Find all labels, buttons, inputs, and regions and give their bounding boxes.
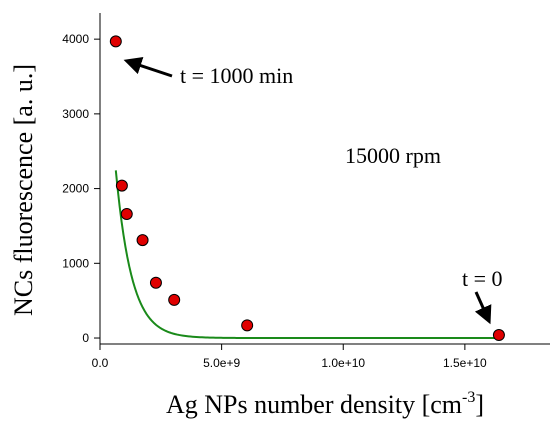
x-tick-label: 5.0e+9: [203, 356, 240, 370]
annotation-arrow-t-1000-min: [123, 57, 173, 78]
y-axis-title: NCs fluorescence [a. u.]: [9, 64, 38, 316]
annotation-rpm: 15000 rpm: [345, 143, 441, 168]
data-point: [149, 276, 162, 289]
y-tick-label: 0: [82, 331, 89, 345]
x-axis-title-superscript: -3: [462, 389, 475, 406]
y-tick-label: 2000: [62, 182, 89, 196]
data-points: [109, 35, 505, 342]
data-point: [109, 35, 122, 48]
y-tick-label: 3000: [62, 107, 89, 121]
x-axis-title: Ag NPs number density [cm-3]: [166, 389, 484, 419]
data-point: [136, 234, 149, 247]
y-tick-label: 1000: [62, 256, 89, 270]
x-tick-label: 1.5e+10: [443, 356, 487, 370]
data-point: [241, 319, 254, 332]
x-tick-label: 0.0: [92, 356, 109, 370]
axes: [99, 13, 550, 345]
data-point: [120, 207, 133, 220]
y-tick-label: 4000: [62, 32, 89, 46]
data-point: [168, 293, 181, 306]
annotation-arrow-t-0: [474, 291, 492, 325]
data-point: [492, 329, 505, 342]
x-ticks: 0.0 5.0e+9 1.0e+10 1.5e+10: [92, 344, 487, 370]
annotation-t-1000-min: t = 1000 min: [180, 63, 293, 88]
fit-curve: [114, 170, 499, 340]
x-axis-title-main: Ag NPs number density [cm: [166, 390, 462, 419]
data-point: [115, 179, 128, 192]
annotation-t-0: t = 0: [462, 266, 503, 291]
x-axis-title-tail: ]: [475, 390, 484, 419]
x-tick-label: 1.0e+10: [321, 356, 365, 370]
y-ticks: 0 1000 2000 3000 4000: [62, 32, 100, 345]
